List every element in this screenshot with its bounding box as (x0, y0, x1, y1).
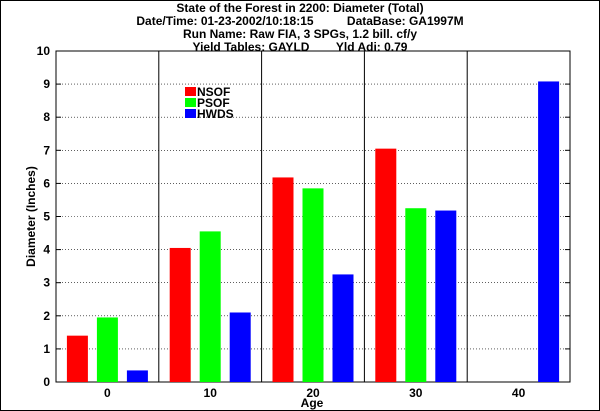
bar-psof-20 (302, 188, 324, 382)
y-axis-label: Diameter (Inches) (24, 166, 38, 267)
bar-nsof-30 (375, 148, 397, 382)
legend-swatch-psof (185, 98, 196, 107)
bar-hwds-30 (435, 210, 457, 382)
bar-hwds-20 (332, 274, 354, 382)
bar-hwds-40 (538, 81, 560, 383)
legend-label-psof: PSOF (197, 96, 230, 110)
bar-psof-30 (405, 208, 427, 382)
legend-swatch-hwds (185, 109, 196, 118)
datetime-database-line: Date/Time: 01-23-2002/10:18:15 DataBase:… (136, 14, 464, 28)
run-name-line: Run Name: Raw FIA, 3 SPGs, 1.2 bill. cf/… (182, 27, 418, 41)
y-tick-label: 0 (43, 375, 50, 389)
bar-psof-10 (199, 231, 221, 382)
y-tick-label: 10 (37, 44, 51, 58)
legend-label-nsof: NSOF (197, 85, 230, 99)
bar-nsof-0 (66, 335, 88, 382)
chart-title: State of the Forest in 2200: Diameter (T… (176, 1, 424, 15)
legend-swatch-nsof (185, 87, 196, 96)
y-tick-label: 8 (43, 110, 50, 124)
y-tick-label: 3 (43, 276, 50, 290)
y-tick-label: 6 (43, 176, 50, 190)
bar-nsof-20 (272, 177, 294, 382)
y-tick-label: 5 (43, 210, 50, 224)
y-tick-label: 4 (43, 243, 50, 257)
y-tick-label: 1 (43, 342, 50, 356)
y-tick-label: 7 (43, 143, 50, 157)
y-tick-label: 2 (43, 309, 50, 323)
bar-nsof-10 (169, 247, 191, 382)
y-tick-label: 9 (43, 77, 50, 91)
legend-label-hwds: HWDS (197, 107, 234, 121)
x-tick-label: 40 (512, 386, 526, 400)
bar-hwds-0 (126, 370, 148, 382)
x-axis-label: Age (301, 396, 324, 410)
x-tick-label: 0 (104, 386, 111, 400)
x-tick-label: 10 (204, 386, 218, 400)
bar-psof-0 (96, 317, 118, 382)
x-tick-label: 20 (306, 386, 320, 400)
x-tick-label: 30 (409, 386, 423, 400)
bar-hwds-10 (229, 312, 251, 382)
